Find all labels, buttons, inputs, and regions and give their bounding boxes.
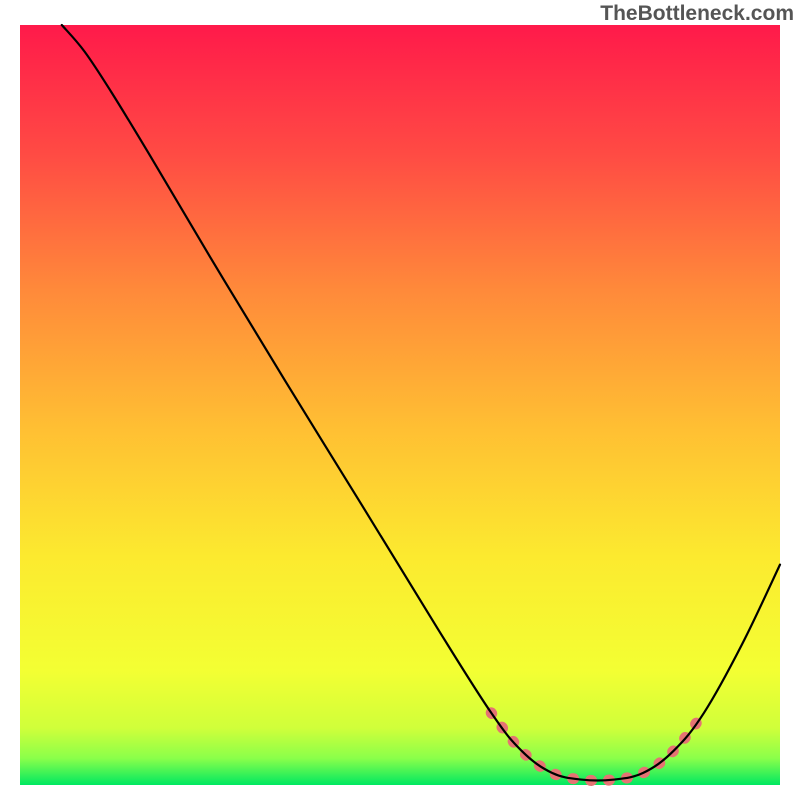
- watermark-text: TheBottleneck.com: [600, 2, 794, 26]
- plot-background: [20, 25, 780, 785]
- chart-canvas: TheBottleneck.com: [0, 0, 800, 800]
- chart-svg: [0, 0, 800, 800]
